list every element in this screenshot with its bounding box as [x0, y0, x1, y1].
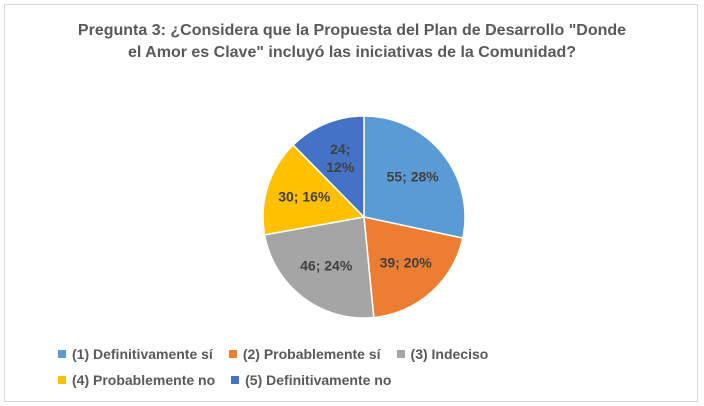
legend-item: (5) Definitivamente no — [231, 372, 391, 388]
data-label: 30; 16% — [278, 189, 331, 205]
data-label: 39; 20% — [380, 254, 433, 270]
chart-title: Pregunta 3: ¿Considera que la Propuesta … — [77, 22, 627, 61]
data-label: 24; 12% — [326, 141, 355, 175]
legend-label: (1) Definitivamente sí — [72, 346, 213, 362]
pie-slice — [363, 216, 464, 319]
pie-slice — [262, 143, 366, 236]
pie-slice — [292, 115, 365, 219]
pie-slice — [363, 115, 466, 239]
legend-swatch — [231, 376, 240, 384]
legend-label: (4) Probablemente no — [72, 372, 216, 388]
legend-label: (5) Definitivamente no — [245, 372, 392, 388]
legend-label: (2) Probablemente sí — [242, 346, 381, 362]
legend-swatch — [58, 376, 66, 384]
legend-item: (2) Probablemente sí — [228, 346, 381, 362]
legend-item: (4) Probablemente no — [58, 372, 215, 388]
pie-slice — [263, 216, 375, 319]
legend-label: (3) Indeciso — [410, 346, 489, 362]
legend-swatch — [58, 350, 66, 358]
legend-swatch — [396, 350, 405, 358]
legend: (1) Definitivamente sí (2) Probablemente … — [58, 346, 528, 388]
legend-item: (1) Definitivamente sí — [58, 346, 213, 362]
legend-item: (3) Indeciso — [396, 346, 489, 362]
chart-frame — [4, 4, 698, 402]
data-label: 55; 28% — [387, 168, 440, 184]
legend-swatch — [228, 350, 237, 358]
data-label: 46; 24% — [300, 258, 353, 274]
